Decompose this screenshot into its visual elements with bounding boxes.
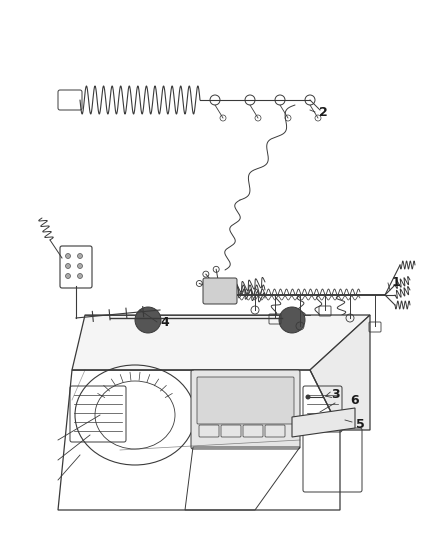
Text: 2: 2 (318, 106, 327, 118)
Circle shape (135, 307, 161, 333)
FancyBboxPatch shape (203, 278, 237, 304)
Circle shape (66, 254, 71, 259)
Text: 1: 1 (392, 277, 400, 289)
Circle shape (66, 273, 71, 279)
Text: 6: 6 (351, 393, 359, 407)
Circle shape (78, 273, 82, 279)
Polygon shape (72, 315, 370, 370)
Polygon shape (292, 408, 355, 437)
Circle shape (78, 263, 82, 269)
Circle shape (305, 394, 311, 400)
FancyBboxPatch shape (197, 377, 294, 424)
Circle shape (66, 263, 71, 269)
Circle shape (279, 307, 305, 333)
FancyBboxPatch shape (191, 370, 300, 449)
Text: 5: 5 (356, 418, 364, 432)
Polygon shape (310, 315, 370, 430)
Circle shape (78, 254, 82, 259)
Text: 4: 4 (161, 316, 170, 328)
Text: 3: 3 (332, 389, 340, 401)
